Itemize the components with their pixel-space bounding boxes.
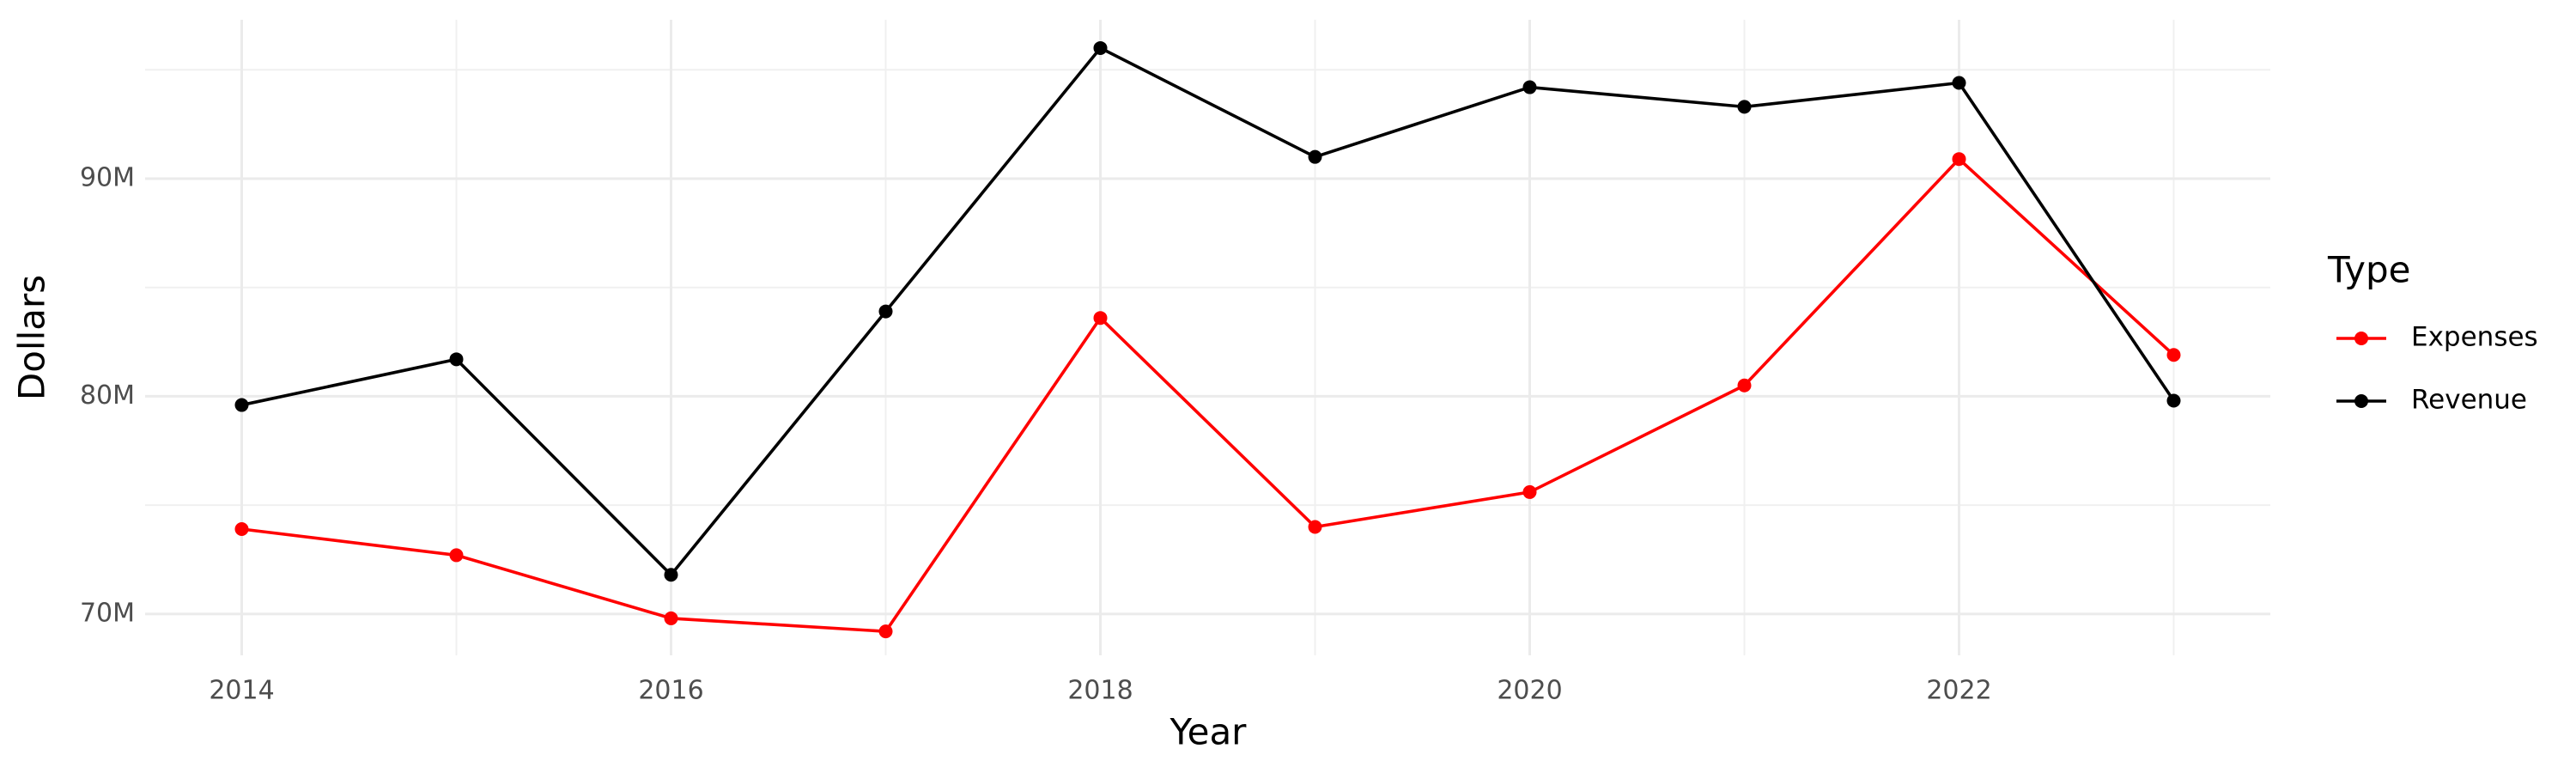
data-point [1952,76,1966,90]
legend-key-point [2354,394,2368,408]
x-axis-title: Year [1170,711,1248,753]
data-point [1093,40,1108,55]
data-point [449,352,464,367]
data-point [1522,80,1537,94]
x-tick-label: 2014 [209,676,274,706]
y-tick-label: 70M [80,598,135,628]
x-tick-label: 2022 [1926,676,1991,706]
legend-label: Expenses [2411,322,2538,353]
data-point [1737,100,1752,114]
data-point [1522,484,1537,499]
legend-title: Type [2327,249,2410,291]
data-point [664,568,678,582]
x-tick-label: 2018 [1067,676,1133,706]
series-line [241,46,2175,577]
data-point [1952,152,1966,167]
data-point [1737,378,1752,393]
data-point [2166,348,2181,362]
y-tick-label: 90M [80,163,135,193]
legend-key-point [2354,332,2368,345]
data-point [449,548,464,563]
data-point [878,304,893,319]
data-point [1308,520,1322,534]
data-point [1093,311,1108,326]
legend-label: Revenue [2411,385,2527,416]
x-tick-label: 2016 [638,676,703,706]
data-point [878,624,893,639]
data-point [234,522,249,537]
x-tick-label: 2020 [1497,676,1562,706]
y-tick-label: 80M [80,380,135,411]
data-point [1308,149,1322,164]
data-point [234,398,249,412]
y-axis-title: Dollars [11,275,53,400]
data-point [2166,393,2181,408]
data-point [664,611,678,625]
series-line [241,156,2175,633]
